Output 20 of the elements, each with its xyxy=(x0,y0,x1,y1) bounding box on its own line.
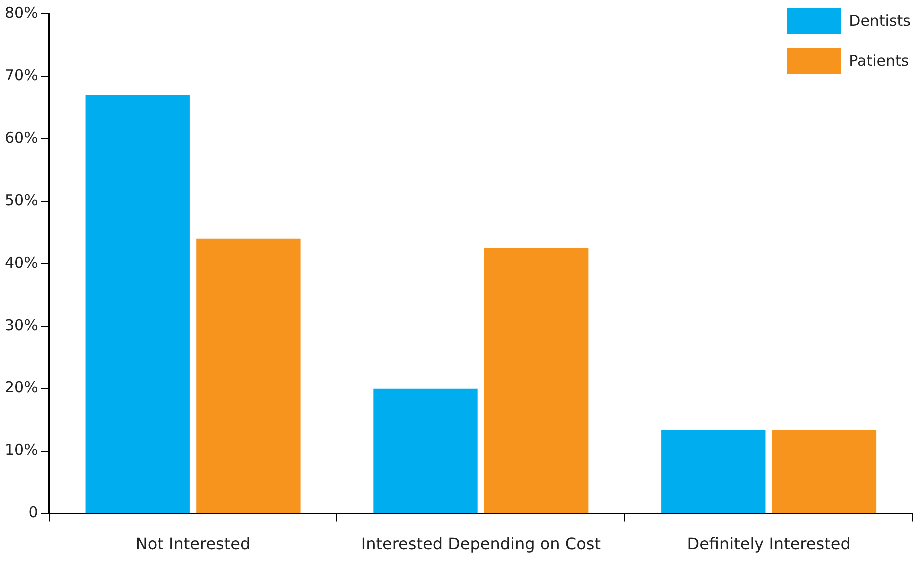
x-tick-label: Interested Depending on Cost xyxy=(361,534,601,554)
bar xyxy=(374,388,478,514)
y-tick-label: 10% xyxy=(4,441,38,460)
x-tick-label: Not Interested xyxy=(136,534,251,554)
x-tick-label: Definitely Interested xyxy=(687,534,851,554)
legend-label: Dentists xyxy=(849,12,911,30)
bar xyxy=(196,238,301,514)
y-tick-label: 60% xyxy=(4,128,38,147)
y-tick-label: 20% xyxy=(4,378,38,397)
bar xyxy=(662,430,766,514)
bar xyxy=(772,430,877,514)
y-tick-label: 50% xyxy=(4,191,38,210)
y-tick-label: 30% xyxy=(4,316,38,334)
bar xyxy=(484,248,589,514)
legend-label: Patients xyxy=(849,52,910,70)
y-tick-label: 70% xyxy=(4,66,38,84)
y-tick-label: 80% xyxy=(4,4,38,22)
bar xyxy=(86,95,190,514)
y-tick-label: 40% xyxy=(4,254,38,272)
y-tick-label: 0 xyxy=(28,504,38,522)
